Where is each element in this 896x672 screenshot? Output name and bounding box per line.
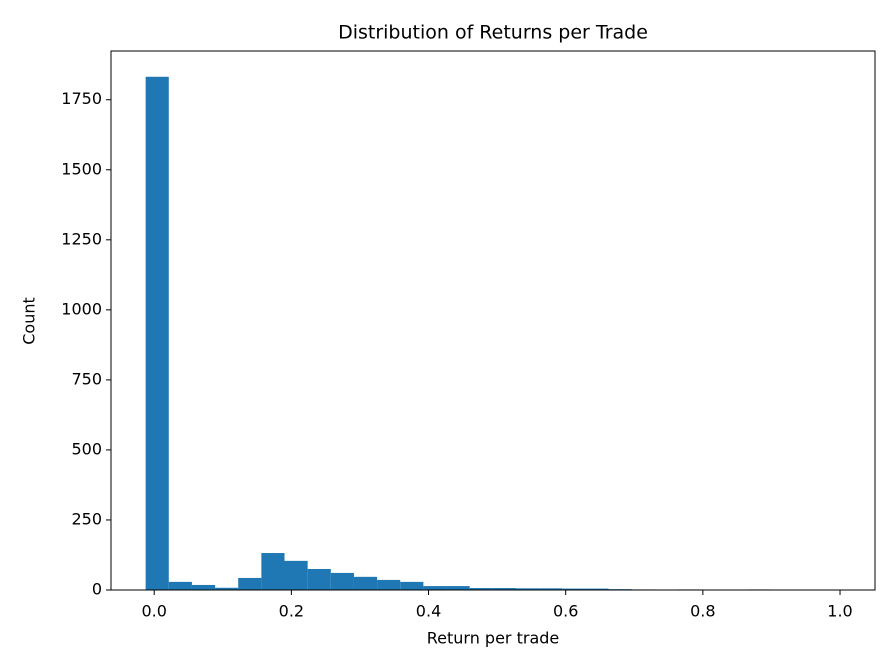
- bar: [562, 588, 586, 590]
- bar: [261, 553, 285, 590]
- y-axis-label: Count: [20, 297, 39, 345]
- bar: [423, 586, 447, 590]
- x-tick-label: 0.8: [690, 602, 715, 621]
- y-tick-label: 1000: [61, 299, 102, 318]
- x-tick-label: 0.2: [279, 602, 304, 621]
- y-tick-label: 750: [71, 369, 102, 388]
- bar: [515, 588, 540, 590]
- x-tick-label: 0.4: [416, 602, 441, 621]
- bar: [492, 588, 516, 590]
- bar: [446, 586, 470, 590]
- x-tick-label: 0.0: [141, 602, 166, 621]
- bar: [539, 588, 563, 590]
- y-tick-label: 0: [92, 580, 102, 599]
- chart-title: Distribution of Returns per Trade: [338, 22, 648, 44]
- x-axis-label: Return per trade: [427, 629, 560, 648]
- bar: [168, 581, 192, 590]
- x-tick-label: 0.6: [553, 602, 578, 621]
- bar: [585, 588, 609, 590]
- bar: [353, 576, 378, 590]
- bar: [191, 584, 216, 590]
- bar: [284, 560, 308, 590]
- y-tick-label: 1250: [61, 229, 102, 248]
- bar: [145, 76, 169, 591]
- bar: [307, 568, 331, 590]
- y-tick-label: 500: [71, 439, 102, 458]
- bar: [330, 572, 354, 590]
- bar: [469, 588, 493, 590]
- bar: [238, 577, 262, 590]
- y-tick-label: 1500: [61, 159, 102, 178]
- plot-frame: [110, 50, 876, 591]
- bar: [377, 579, 401, 590]
- x-tick-label: 1.0: [827, 602, 852, 621]
- bar: [400, 581, 424, 590]
- y-tick-label: 1750: [61, 89, 102, 108]
- y-tick-label: 250: [71, 509, 102, 528]
- bar: [215, 587, 239, 590]
